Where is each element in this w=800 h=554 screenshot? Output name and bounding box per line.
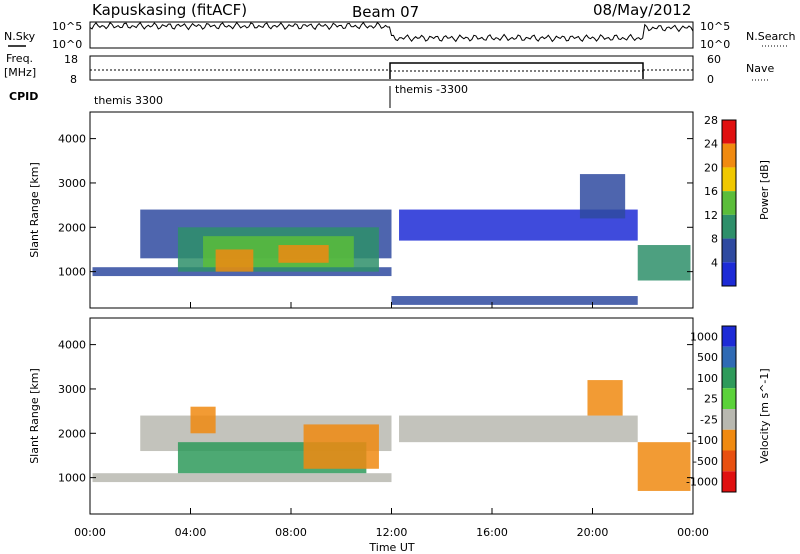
power-heatmap-region-4 [215,249,254,272]
nsky-tick-high: 10^5 [52,20,82,33]
nsearch-tick-low: 10^0 [700,38,730,51]
velocity-colorbar-tick-3: 25 [704,393,718,406]
nsky-frame [89,21,694,49]
power-colorbar-label: Power [dB] [758,160,771,220]
power-colorbar-swatch-0 [722,120,736,144]
xtick-label-3: 12:00 [376,526,408,539]
velocity-panel: 1000 2000 3000 4000 Slant Range [km] 1000 50… [28,317,771,515]
velocity-colorbar-tick-0: 1000 [690,330,718,343]
velocity-ytick-label-0: 1000 [58,472,86,485]
freq-frame [89,55,694,81]
power-heatmap-cells [92,174,691,305]
nave-tick-low: 0 [707,73,714,86]
freq-tick-high: 18 [64,53,78,66]
power-colorbar-swatch-6 [722,262,736,286]
power-colorbar-tick-0: 4 [711,256,718,269]
nsky-trace [89,21,694,43]
power-heatmap-region-5 [278,245,329,263]
velocity-colorbar-tick-6: -500 [693,455,718,468]
nave-trace [389,62,644,79]
velocity-heatmap-cells [92,380,691,491]
power-colorbar-tick-3: 16 [704,185,718,198]
velocity-colorbar-swatch-1 [722,346,736,368]
nsky-panel: N.Sky 10^5 10^0 10^5 10^0 N.Search [4,20,796,51]
station-title: Kapuskasing (fitACF) [92,1,247,19]
velocity-ytick-label-1: 2000 [58,427,86,440]
velocity-ytick-label-2: 3000 [58,383,86,396]
velocity-colorbar-tick-5: -100 [693,434,718,447]
freq-unit: [MHz] [4,66,36,79]
power-heatmap-region-8 [637,245,691,281]
cpid-segment-2: themis -3300 [395,83,468,96]
velocity-heatmap-region-7 [637,442,691,491]
power-colorbar-frame [721,119,737,287]
velocity-colorbar: 1000 500 100 25 -25 -100 -500 -1000 [686,325,737,493]
velocity-colorbar-swatch-4 [722,409,736,430]
date-label: 08/May/2012 [593,1,691,19]
power-colorbar-tick-6: 28 [704,114,718,127]
velocity-heatmap-region-4 [303,424,379,469]
nsearch-label: N.Search [746,30,796,43]
power-colorbar: 4 8 12 16 20 24 28 [704,114,737,287]
cpid-label: CPID [9,90,38,103]
velocity-colorbar-swatch-3 [722,388,736,409]
velocity-colorbar-swatch-6 [722,450,736,472]
velocity-heatmap-region-0 [92,473,392,483]
nsky-tick-low: 10^0 [52,38,82,51]
power-colorbar-tick-5: 24 [704,138,718,151]
velocity-heatmap-region-6 [587,380,623,416]
velocity-colorbar-tick-1: 500 [697,351,718,364]
velocity-colorbar-tick-2: 100 [697,372,718,385]
velocity-y-ticks: 1000 2000 3000 4000 [58,339,693,485]
cpid-segment-1: themis 3300 [94,94,163,107]
velocity-colorbar-swatch-7 [722,471,736,492]
power-ytick-label-0: 1000 [58,266,86,279]
power-colorbar-tick-2: 12 [704,209,718,222]
xtick-label-6: 00:00 [677,526,709,539]
nave-tick-high: 60 [707,53,721,66]
power-ytick-label-2: 3000 [58,177,86,190]
cpid-row: CPID themis 3300 themis -3300 [9,83,468,108]
power-colorbar-tick-1: 8 [711,233,718,246]
xtick-label-2: 08:00 [275,526,307,539]
xtick-label-5: 20:00 [577,526,609,539]
xtick-label-0: 00:00 [74,526,106,539]
velocity-heatmap-region-3 [190,406,216,434]
power-colorbar-swatch-5 [722,238,736,263]
velocity-colorbar-swatch-2 [722,367,736,389]
velocity-colorbar-tick-4: -25 [700,413,718,426]
velocity-ylabel: Slant Range [km] [28,368,41,464]
velocity-colorbar-swatch-5 [722,429,736,451]
velocity-colorbar-swatch-0 [722,326,736,347]
xtick-label-4: 16:00 [476,526,508,539]
nsearch-tick-high: 10^5 [700,20,730,33]
power-colorbar-swatch-3 [722,191,736,215]
velocity-ytick-label-3: 4000 [58,339,86,352]
power-y-ticks: 1000 2000 3000 4000 [58,133,693,279]
nave-label: Nave [746,62,774,75]
power-ylabel: Slant Range [km] [28,162,41,258]
velocity-colorbar-frame [721,325,737,493]
power-ytick-label-1: 2000 [58,221,86,234]
beam-label: Beam 07 [352,3,419,21]
power-colorbar-swatch-4 [722,214,736,239]
freq-tick-low: 8 [70,73,77,86]
power-heatmap-region-9 [391,296,638,305]
freq-panel: Freq. [MHz] 18 8 60 0 Nave [4,52,774,86]
power-colorbar-swatch-2 [722,167,736,192]
velocity-colorbar-tick-7: -1000 [686,476,718,489]
power-colorbar-tick-4: 20 [704,161,718,174]
nsky-label: N.Sky [4,30,36,43]
velocity-heatmap-region-5 [399,415,638,443]
power-colorbar-swatch-1 [722,143,736,168]
power-ytick-label-3: 4000 [58,133,86,146]
power-panel: 1000 2000 3000 4000 Slant Range [km] 4 8 12 16… [28,111,771,309]
xtick-label-1: 04:00 [175,526,207,539]
freq-label: Freq. [6,52,33,65]
x-axis-label: Time UT [368,541,414,554]
power-heatmap-region-7 [579,174,626,219]
velocity-colorbar-label: Velocity [m s^-1] [758,368,771,463]
x-axis-ticks: 00:00 04:00 08:00 12:00 16:00 20:00 00:00 [74,302,709,539]
